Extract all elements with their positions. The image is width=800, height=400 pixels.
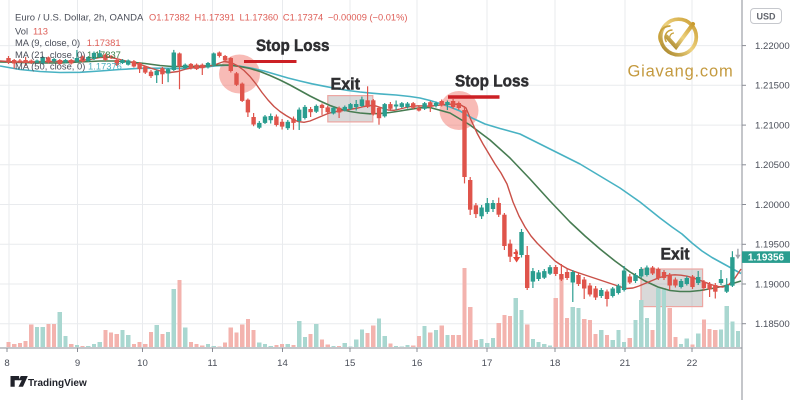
svg-text:21: 21: [620, 358, 631, 369]
svg-text:TradingView: TradingView: [28, 378, 87, 389]
svg-text:17: 17: [482, 358, 493, 369]
svg-text:1.19356: 1.19356: [748, 252, 785, 263]
svg-text:10: 10: [137, 358, 148, 369]
svg-text:1.21500: 1.21500: [755, 81, 790, 92]
svg-text:15: 15: [345, 358, 356, 369]
svg-text:Exit: Exit: [661, 245, 690, 264]
svg-text:O1.17382 H1.17391 L1.17360 C1.: O1.17382 H1.17391 L1.17360 C1.17374 −0.0…: [149, 13, 407, 23]
svg-text:1.20500: 1.20500: [755, 160, 790, 171]
svg-text:11: 11: [208, 358, 218, 369]
svg-text:Vol: Vol: [15, 25, 28, 36]
svg-text:Stop Loss: Stop Loss: [256, 37, 330, 55]
svg-text:1.21000: 1.21000: [755, 121, 790, 132]
svg-text:MA (9, close, 0): MA (9, close, 0): [15, 37, 80, 48]
svg-text:18: 18: [550, 358, 561, 369]
svg-text:USD: USD: [756, 11, 776, 21]
svg-text:1.17376: 1.17376: [88, 60, 122, 71]
svg-text:1.17837: 1.17837: [87, 49, 121, 60]
svg-text:113: 113: [33, 25, 48, 36]
svg-text:Giavang.com: Giavang.com: [627, 63, 733, 81]
svg-text:MA (21, close, 0): MA (21, close, 0): [15, 49, 85, 60]
svg-text:1.20000: 1.20000: [755, 200, 790, 211]
svg-text:1.17381: 1.17381: [87, 37, 121, 48]
svg-text:Exit: Exit: [331, 75, 361, 94]
svg-text:1.19000: 1.19000: [755, 279, 790, 290]
svg-text:16: 16: [412, 358, 423, 369]
svg-text:8: 8: [4, 358, 9, 369]
svg-text:Euro / U.S. Dollar, 2h, OANDA: Euro / U.S. Dollar, 2h, OANDA: [15, 13, 144, 24]
svg-text:14: 14: [277, 358, 288, 369]
svg-text:1.19500: 1.19500: [755, 240, 790, 251]
svg-text:9: 9: [75, 358, 80, 369]
svg-text:MA (50, close, 0): MA (50, close, 0): [15, 60, 85, 71]
svg-text:1.22000: 1.22000: [755, 41, 790, 52]
svg-text:22: 22: [687, 358, 698, 369]
svg-text:Stop Loss: Stop Loss: [455, 73, 529, 91]
svg-text:1.18500: 1.18500: [755, 319, 790, 330]
